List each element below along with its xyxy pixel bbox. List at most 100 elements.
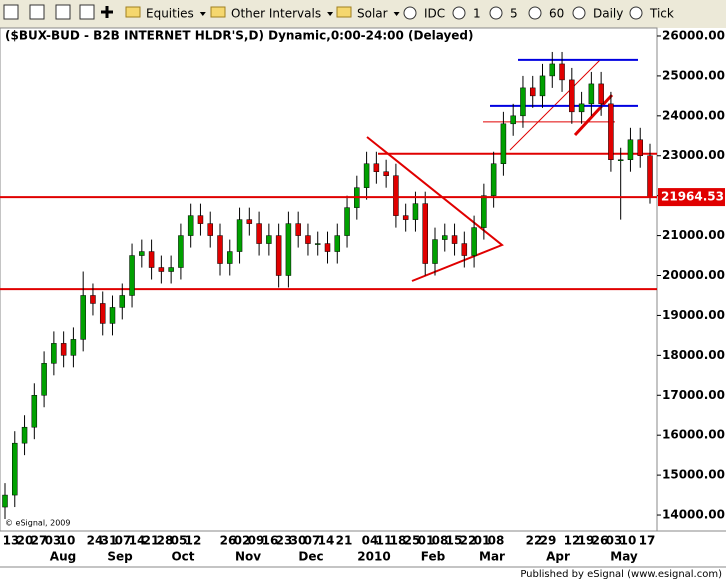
candle-body (373, 163, 380, 172)
interval-icon[interactable] (452, 6, 466, 20)
candle-body (500, 123, 507, 164)
last-price-label: 21964.53 (661, 190, 724, 204)
toolbar-item[interactable]: 1 (473, 7, 481, 21)
toolbar (0, 0, 726, 28)
y-tick-label: 19000.00 (662, 308, 725, 322)
x-tick-label: 27 (31, 534, 48, 548)
icon[interactable] (29, 4, 45, 20)
candle-body (305, 235, 311, 244)
month-label: 2010 (357, 550, 390, 564)
candle-body (510, 115, 516, 125)
candle-body (422, 203, 428, 264)
candle-body (334, 235, 341, 252)
candle-body (608, 103, 614, 160)
candle-body (51, 343, 57, 364)
month-label: Apr (546, 550, 570, 564)
icon[interactable] (55, 4, 71, 20)
candle-body (588, 83, 595, 105)
folder-icon[interactable] (125, 6, 141, 18)
candle-body (637, 139, 643, 156)
candle-body (148, 251, 155, 268)
x-tick-label: 22 (460, 534, 477, 548)
candle-body (217, 235, 223, 264)
y-tick-label: 18000.00 (662, 348, 725, 362)
x-tick-label: 17 (639, 534, 656, 548)
x-tick-label: 05 (171, 534, 188, 548)
x-tick-label: 24 (87, 534, 104, 548)
candle-body (412, 203, 419, 220)
candle-body (109, 307, 116, 324)
candle-body (178, 235, 184, 268)
toolbar-item[interactable]: Other Intervals (231, 7, 321, 21)
toolbar-item[interactable]: Tick (649, 7, 674, 21)
toolbar-item[interactable]: Solar (357, 7, 388, 21)
candle-body (461, 243, 468, 256)
x-tick-label: 25 (404, 534, 421, 548)
interval-icon[interactable] (572, 6, 586, 20)
x-tick-label: 09 (248, 534, 265, 548)
toolbar-item[interactable]: Equities (146, 7, 194, 21)
candle-body (393, 175, 399, 216)
x-tick-label: 20 (17, 534, 34, 548)
candle-body (539, 75, 546, 97)
y-tick-label: 24000.00 (662, 108, 725, 122)
candle-body (129, 255, 135, 296)
x-tick-label: 14 (318, 534, 335, 548)
toolbar-item[interactable]: Daily (593, 7, 623, 21)
folder-icon[interactable] (210, 6, 226, 18)
interval-icon[interactable] (403, 6, 417, 20)
candle-body (139, 251, 145, 256)
x-tick-label: 10 (59, 534, 76, 548)
x-tick-label: 21 (143, 534, 160, 548)
month-label: Nov (235, 550, 261, 564)
x-tick-label: 01 (418, 534, 435, 548)
icon[interactable] (79, 4, 95, 20)
candle-body (402, 215, 409, 220)
interval-icon[interactable] (528, 6, 542, 20)
interval-icon[interactable] (629, 6, 643, 20)
candle-body (471, 227, 477, 256)
x-tick-label: 02 (234, 534, 251, 548)
candle-body (70, 339, 77, 356)
dropdown-arrow[interactable] (327, 12, 334, 16)
x-tick-label: 31 (101, 534, 118, 548)
dropdown-arrow[interactable] (393, 12, 400, 16)
candle-body (324, 243, 331, 252)
candle-body (285, 223, 292, 276)
candle-body (559, 63, 565, 81)
candle-body (266, 235, 272, 244)
candle-body (227, 251, 233, 264)
candle-body (578, 103, 585, 113)
candle-body (256, 223, 262, 244)
x-tick-label: 21 (336, 534, 353, 548)
candle-body (549, 63, 556, 77)
candle-body (168, 267, 174, 272)
x-tick-label: 11 (376, 534, 393, 548)
month-label: Feb (421, 550, 446, 564)
candle-body (12, 442, 18, 496)
candle-body (41, 363, 47, 396)
candle-body (363, 163, 370, 188)
toolbar-item[interactable]: 60 (549, 7, 564, 21)
candle-body (442, 235, 448, 240)
y-tick-label: 25000.00 (662, 68, 725, 82)
dropdown-arrow[interactable] (199, 12, 206, 16)
x-tick-label: 26 (220, 534, 237, 548)
icon[interactable] (3, 4, 19, 20)
toolbar-item[interactable]: 5 (510, 7, 518, 21)
month-label: Dec (298, 550, 323, 564)
interval-icon[interactable] (489, 6, 503, 20)
candle-body (481, 195, 487, 228)
y-tick-label: 20000.00 (662, 268, 725, 282)
x-tick-label: 12 (564, 534, 581, 548)
x-tick-label: 30 (290, 534, 307, 548)
candle-body (246, 219, 253, 224)
x-tick-label: 26 (592, 534, 609, 548)
x-tick-label: 23 (276, 534, 293, 548)
candle-body (627, 139, 634, 160)
add-icon[interactable] (101, 6, 113, 18)
chart-title: ($BUX-BUD - B2B INTERNET HLDR'S,D) Dynam… (5, 29, 474, 43)
toolbar-item[interactable]: IDC (424, 7, 445, 21)
x-tick-label: 28 (157, 534, 174, 548)
folder-icon[interactable] (336, 6, 352, 18)
